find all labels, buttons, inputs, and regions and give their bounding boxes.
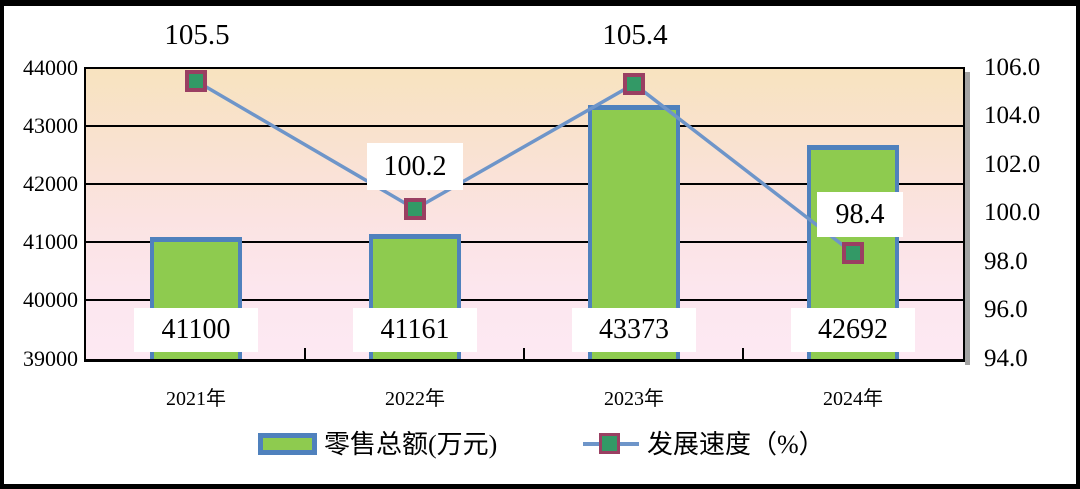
y-axis-right-tick: 100.0: [984, 199, 1041, 226]
x-axis-tick: [304, 348, 306, 359]
line-marker-2023: [623, 73, 645, 95]
legend-bar-swatch-icon: [258, 433, 317, 455]
y-axis-left-tick: 40000: [23, 287, 78, 312]
y-axis-left-tick: 39000: [23, 346, 78, 371]
y-axis-left-tick: 41000: [23, 229, 78, 254]
legend-line-label: 发展速度（%）: [647, 430, 825, 459]
line-marker-2022: [404, 198, 426, 220]
bar-value-label-2024: 42692: [791, 308, 915, 352]
y-axis-right-tick: 102.0: [984, 151, 1041, 178]
line-value-label-2021: 105.5: [164, 19, 230, 51]
line-value-label-2022: 100.2: [367, 143, 463, 190]
gridline: [86, 183, 963, 185]
x-axis-tick: [742, 348, 744, 359]
y-axis-right-tick: 104.0: [984, 102, 1041, 129]
legend-bar-label: 零售总额(万元): [324, 430, 498, 459]
legend-line-marker-icon: [599, 433, 620, 454]
gridline: [86, 299, 963, 301]
y-axis-right-tick: 94.0: [984, 345, 1028, 372]
plot-area: 41100 41161 43373 42692 100.2 98.4: [84, 67, 965, 362]
bar-value-label-2021: 41100: [134, 308, 258, 352]
x-axis-label-2024: 2024年: [823, 388, 883, 410]
y-axis-right-tick: 106.0: [984, 54, 1041, 81]
line-marker-2024: [842, 242, 864, 264]
x-axis-label-2021: 2021年: [166, 388, 226, 410]
y-axis-right-tick: 96.0: [984, 296, 1028, 323]
bar-value-label-2022: 41161: [353, 308, 477, 352]
line-marker-2021: [185, 70, 207, 92]
y-axis-right-tick: 98.0: [984, 248, 1028, 275]
line-series: [185, 70, 864, 264]
bar-value-label-2023: 43373: [572, 308, 696, 352]
line-value-label-2023: 105.4: [602, 19, 668, 51]
line-path: [195, 79, 855, 255]
y-axis-left-tick: 43000: [23, 113, 78, 138]
gridline: [86, 125, 963, 127]
line-value-label-2024: 98.4: [817, 192, 903, 237]
y-axis-left-tick: 44000: [23, 55, 78, 80]
y-axis-left-tick: 42000: [23, 171, 78, 196]
x-axis-label-2023: 2023年: [604, 388, 664, 410]
x-axis-tick: [523, 348, 525, 359]
plot-shadow: [965, 72, 970, 365]
x-axis-label-2022: 2022年: [385, 388, 445, 410]
gridline: [86, 241, 963, 243]
